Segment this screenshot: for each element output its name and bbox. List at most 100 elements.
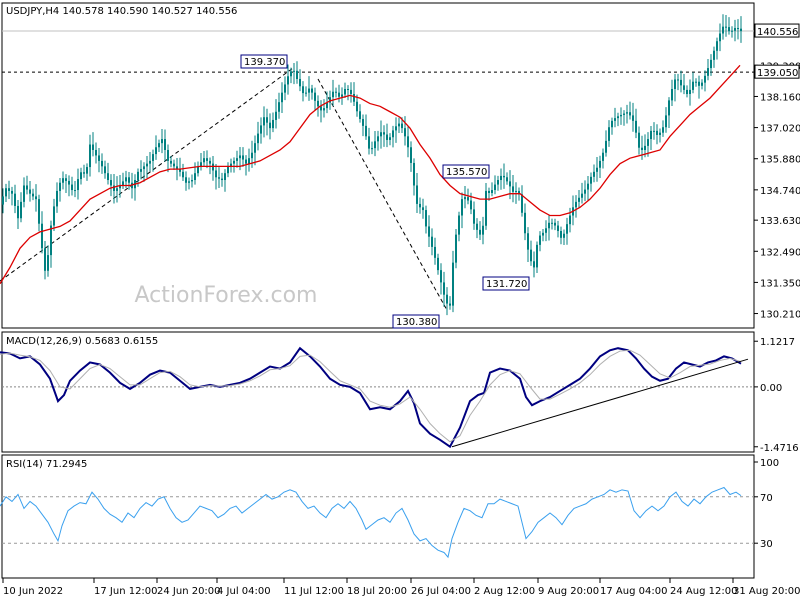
candle-body <box>365 125 367 137</box>
candle-body <box>581 193 583 198</box>
candle-body <box>680 79 682 86</box>
candle-body <box>527 233 529 250</box>
candle-body <box>269 122 271 129</box>
x-tick-label: 26 Jul 04:00 <box>411 586 471 597</box>
candle-body <box>662 127 664 133</box>
candle-body <box>725 26 727 28</box>
candle-body <box>602 152 604 161</box>
candle-body <box>494 184 496 191</box>
macd-signal-line <box>0 349 742 443</box>
candle-body <box>374 141 376 149</box>
candle-body <box>719 33 721 42</box>
candle-body <box>194 173 196 181</box>
candle-body <box>350 89 352 95</box>
candle-body <box>44 248 46 271</box>
candle-body <box>425 210 427 227</box>
candle-body <box>176 166 178 170</box>
price-panel-title: USDJPY,H4 140.578 140.590 140.527 140.55… <box>6 6 237 17</box>
candle-body <box>545 228 547 233</box>
candle-body <box>272 119 274 129</box>
last-price-label: 140.556 <box>757 27 798 38</box>
candle-body <box>728 27 730 32</box>
candle-body <box>101 160 103 167</box>
candle-body <box>74 190 76 192</box>
candle-body <box>509 181 511 187</box>
candle-body <box>86 167 88 174</box>
candle-body <box>485 190 487 226</box>
candle-body <box>386 134 388 140</box>
candle-body <box>524 212 526 234</box>
candle-body <box>632 115 634 121</box>
candle-body <box>8 188 10 191</box>
candle-body <box>233 160 235 164</box>
candle-body <box>11 190 13 194</box>
candle-body <box>251 152 253 159</box>
candle-body <box>488 190 490 193</box>
candle-body <box>230 163 232 167</box>
x-tick-label: 11 Jul 12:00 <box>284 586 344 597</box>
candle-body <box>701 82 703 86</box>
candle-body <box>335 91 337 93</box>
candle-body <box>299 78 301 87</box>
x-tick-label: 10 Jun 2022 <box>3 586 63 597</box>
price-ytick-label: 135.880 <box>760 155 800 166</box>
candle-body <box>470 200 472 210</box>
candle-body <box>182 171 184 178</box>
candle-body <box>293 70 295 72</box>
candle-body <box>356 101 358 112</box>
candle-body <box>32 193 34 197</box>
candle-body <box>98 155 100 161</box>
candle-body <box>704 75 706 83</box>
candle-body <box>164 139 166 150</box>
candle-body <box>605 140 607 153</box>
candle-body <box>626 112 628 114</box>
candle-body <box>119 185 121 189</box>
candle-body <box>353 94 355 102</box>
candle-body <box>308 88 310 93</box>
candle-body <box>380 132 382 137</box>
candle-body <box>569 215 571 225</box>
candle-body <box>275 111 277 120</box>
candle-body <box>278 102 280 112</box>
candle-body <box>320 106 322 111</box>
candle-body <box>614 118 616 121</box>
candle-body <box>56 190 58 207</box>
candle-body <box>188 181 190 183</box>
candle-body <box>149 160 151 164</box>
candle-body <box>140 169 142 172</box>
candle-body <box>500 175 502 181</box>
candle-body <box>35 196 37 200</box>
candle-body <box>338 92 340 97</box>
candle-body <box>671 89 673 101</box>
macd-panel-title: MACD(12,26,9) 0.5683 0.6155 <box>6 336 158 347</box>
candle-body <box>347 89 349 91</box>
candle-body <box>95 149 97 156</box>
last-price-box <box>754 23 800 38</box>
candle-body <box>608 127 610 141</box>
annotation-label: 130.380 <box>396 317 437 328</box>
candle-body <box>596 167 598 172</box>
candle-body <box>659 132 661 135</box>
candle-body <box>713 50 715 60</box>
candle-body <box>146 163 148 167</box>
candle-body <box>113 185 115 191</box>
price-dashed-line-0 <box>0 67 294 282</box>
candle-body <box>401 123 403 129</box>
candle-body <box>590 176 592 184</box>
candle-body <box>695 81 697 83</box>
candle-body <box>476 223 478 230</box>
annotation-label: 139.370 <box>244 57 285 68</box>
candle-body <box>398 123 400 127</box>
candle-body <box>62 178 64 183</box>
candle-body <box>617 116 619 119</box>
candle-body <box>242 155 244 160</box>
candle-body <box>341 94 343 97</box>
candle-body <box>209 160 211 164</box>
candle-body <box>20 201 22 219</box>
candle-body <box>503 175 505 178</box>
candle-body <box>107 173 109 181</box>
candle-body <box>212 163 214 171</box>
candle-body <box>110 180 112 186</box>
candle-body <box>224 173 226 181</box>
candle-body <box>521 194 523 213</box>
